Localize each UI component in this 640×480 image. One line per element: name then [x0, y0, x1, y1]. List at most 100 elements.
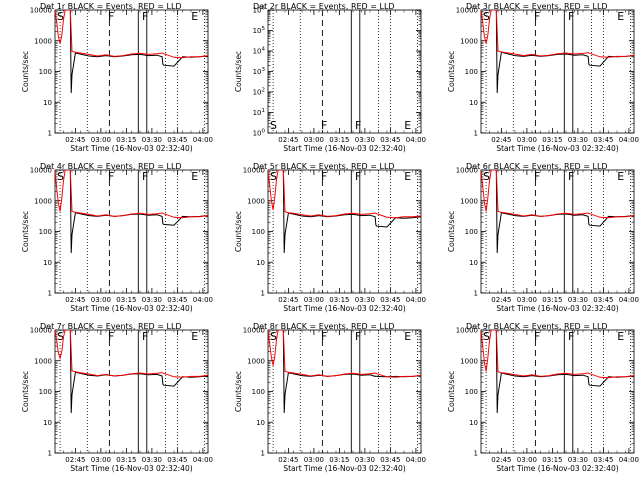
- x-tick-label: 02:45: [65, 296, 85, 304]
- series-red-line: [481, 10, 634, 58]
- interval-marker-e: E: [617, 10, 624, 23]
- chart-panel: Det 3r BLACK = Events, RED = LLD 1 10 100 10…: [447, 2, 639, 153]
- x-axis-label: Start Time (16-Nov-03 02:32:40): [496, 144, 618, 153]
- chart-panel: Det 5r BLACK = Events, RED = LLD 1 10 100 10…: [234, 162, 426, 313]
- y-tick-label: 105: [253, 26, 266, 35]
- chart-title: Det 9r BLACK = Events, RED = LLD: [466, 322, 608, 331]
- x-axis-label: Start Time (16-Nov-03 02:32:40): [496, 464, 618, 473]
- series-black-line: [486, 170, 634, 254]
- interval-marker-f: F: [108, 170, 114, 183]
- y-tick-label: 1: [474, 450, 478, 458]
- y-axis-label: Counts/sec: [234, 371, 243, 412]
- series-red-line: [268, 170, 421, 219]
- interval-marker-f: F: [534, 170, 540, 183]
- y-axis-label: Counts/sec: [234, 211, 243, 252]
- plot-frame: [480, 9, 635, 134]
- y-tick-label: 1000: [34, 357, 52, 365]
- interval-marker-f: F: [568, 170, 574, 183]
- chart-title: Det 8r BLACK = Events, RED = LLD: [253, 322, 395, 331]
- y-tick-label: 10000: [243, 167, 265, 175]
- y-tick-label: 10000: [456, 167, 478, 175]
- y-tick-label: 100: [465, 388, 478, 396]
- x-tick-label: 02:45: [65, 456, 85, 464]
- x-tick-label: 03:00: [91, 456, 111, 464]
- chart-title: Det 3r BLACK = Events, RED = LLD: [466, 2, 608, 11]
- y-tick-label: 10: [469, 419, 478, 427]
- x-tick-label: 03:30: [355, 136, 375, 144]
- plot-frame: [480, 329, 635, 454]
- y-tick-label: 100: [465, 228, 478, 236]
- y-axis-label: Counts/sec: [447, 51, 456, 92]
- interval-marker-f: F: [568, 10, 574, 23]
- x-tick-label: 03:30: [355, 456, 375, 464]
- x-tick-label: 03:15: [329, 296, 349, 304]
- x-tick-label: 03:45: [380, 456, 400, 464]
- interval-marker-e: E: [404, 330, 411, 343]
- y-tick-label: 10: [256, 259, 265, 267]
- x-tick-label: 04:00: [193, 456, 213, 464]
- x-tick-label: 03:00: [91, 136, 111, 144]
- y-tick-label: 102: [253, 88, 265, 97]
- series-black-line: [60, 330, 208, 414]
- y-tick-label: 10000: [456, 327, 478, 335]
- x-tick-label: 02:45: [278, 136, 298, 144]
- chart-title: Det 6r BLACK = Events, RED = LLD: [466, 162, 608, 171]
- y-tick-label: 1: [48, 450, 52, 458]
- y-tick-label: 100: [465, 68, 478, 76]
- x-tick-label: 03:15: [542, 296, 562, 304]
- y-tick-label: 10000: [456, 7, 478, 15]
- x-axis-label: Start Time (16-Nov-03 02:32:40): [70, 144, 192, 153]
- y-tick-label: 1000: [460, 37, 478, 45]
- y-tick-label: 1000: [247, 357, 265, 365]
- x-tick-label: 03:00: [91, 296, 111, 304]
- x-tick-label: 03:15: [116, 136, 136, 144]
- y-tick-label: 1000: [34, 37, 52, 45]
- x-tick-label: 03:45: [593, 456, 613, 464]
- chart-title: Det 1r BLACK = Events, RED = LLD: [40, 2, 182, 11]
- series-black-line: [273, 170, 421, 254]
- x-tick-label: 04:00: [406, 296, 426, 304]
- interval-marker-e: E: [404, 119, 411, 132]
- y-tick-label: 100: [252, 388, 265, 396]
- plot-frame: [480, 169, 635, 294]
- y-tick-label: 10: [469, 259, 478, 267]
- x-tick-label: 03:45: [593, 136, 613, 144]
- interval-marker-f: F: [355, 170, 361, 183]
- x-tick-label: 04:00: [406, 136, 426, 144]
- x-tick-label: 03:00: [304, 136, 324, 144]
- x-tick-label: 03:00: [304, 456, 324, 464]
- interval-marker-f: F: [142, 330, 148, 343]
- interval-marker-e: E: [617, 330, 624, 343]
- x-tick-label: 04:00: [406, 456, 426, 464]
- chart-title: Det 7r BLACK = Events, RED = LLD: [40, 322, 182, 331]
- interval-marker-s: S: [270, 119, 277, 132]
- x-axis-label: Start Time (16-Nov-03 02:32:40): [70, 464, 192, 473]
- x-tick-label: 02:45: [278, 456, 298, 464]
- y-tick-label: 1: [261, 290, 265, 298]
- interval-marker-f: F: [321, 170, 327, 183]
- x-tick-label: 03:15: [329, 456, 349, 464]
- x-tick-label: 02:45: [278, 296, 298, 304]
- series-black-line: [486, 330, 634, 414]
- interval-marker-f: F: [142, 170, 148, 183]
- x-tick-label: 03:30: [142, 456, 162, 464]
- x-tick-label: 03:45: [380, 136, 400, 144]
- x-tick-label: 03:00: [304, 296, 324, 304]
- y-tick-label: 10000: [30, 7, 52, 15]
- y-tick-label: 10000: [30, 167, 52, 175]
- y-tick-label: 10: [43, 419, 52, 427]
- y-tick-label: 1000: [460, 357, 478, 365]
- series-red-line: [55, 170, 208, 219]
- x-tick-label: 03:45: [167, 296, 187, 304]
- plot-frame: [54, 169, 209, 294]
- y-tick-label: 10: [256, 419, 265, 427]
- x-tick-label: 03:30: [568, 456, 588, 464]
- x-axis-label: Start Time (16-Nov-03 02:32:40): [496, 304, 618, 313]
- chart-title: Det 5r BLACK = Events, RED = LLD: [253, 162, 395, 171]
- x-tick-label: 03:15: [329, 136, 349, 144]
- interval-marker-e: E: [191, 10, 198, 23]
- x-axis-label: Start Time (16-Nov-03 02:32:40): [283, 464, 405, 473]
- x-tick-label: 03:15: [116, 456, 136, 464]
- y-tick-label: 1000: [247, 197, 265, 205]
- interval-marker-f: F: [321, 330, 327, 343]
